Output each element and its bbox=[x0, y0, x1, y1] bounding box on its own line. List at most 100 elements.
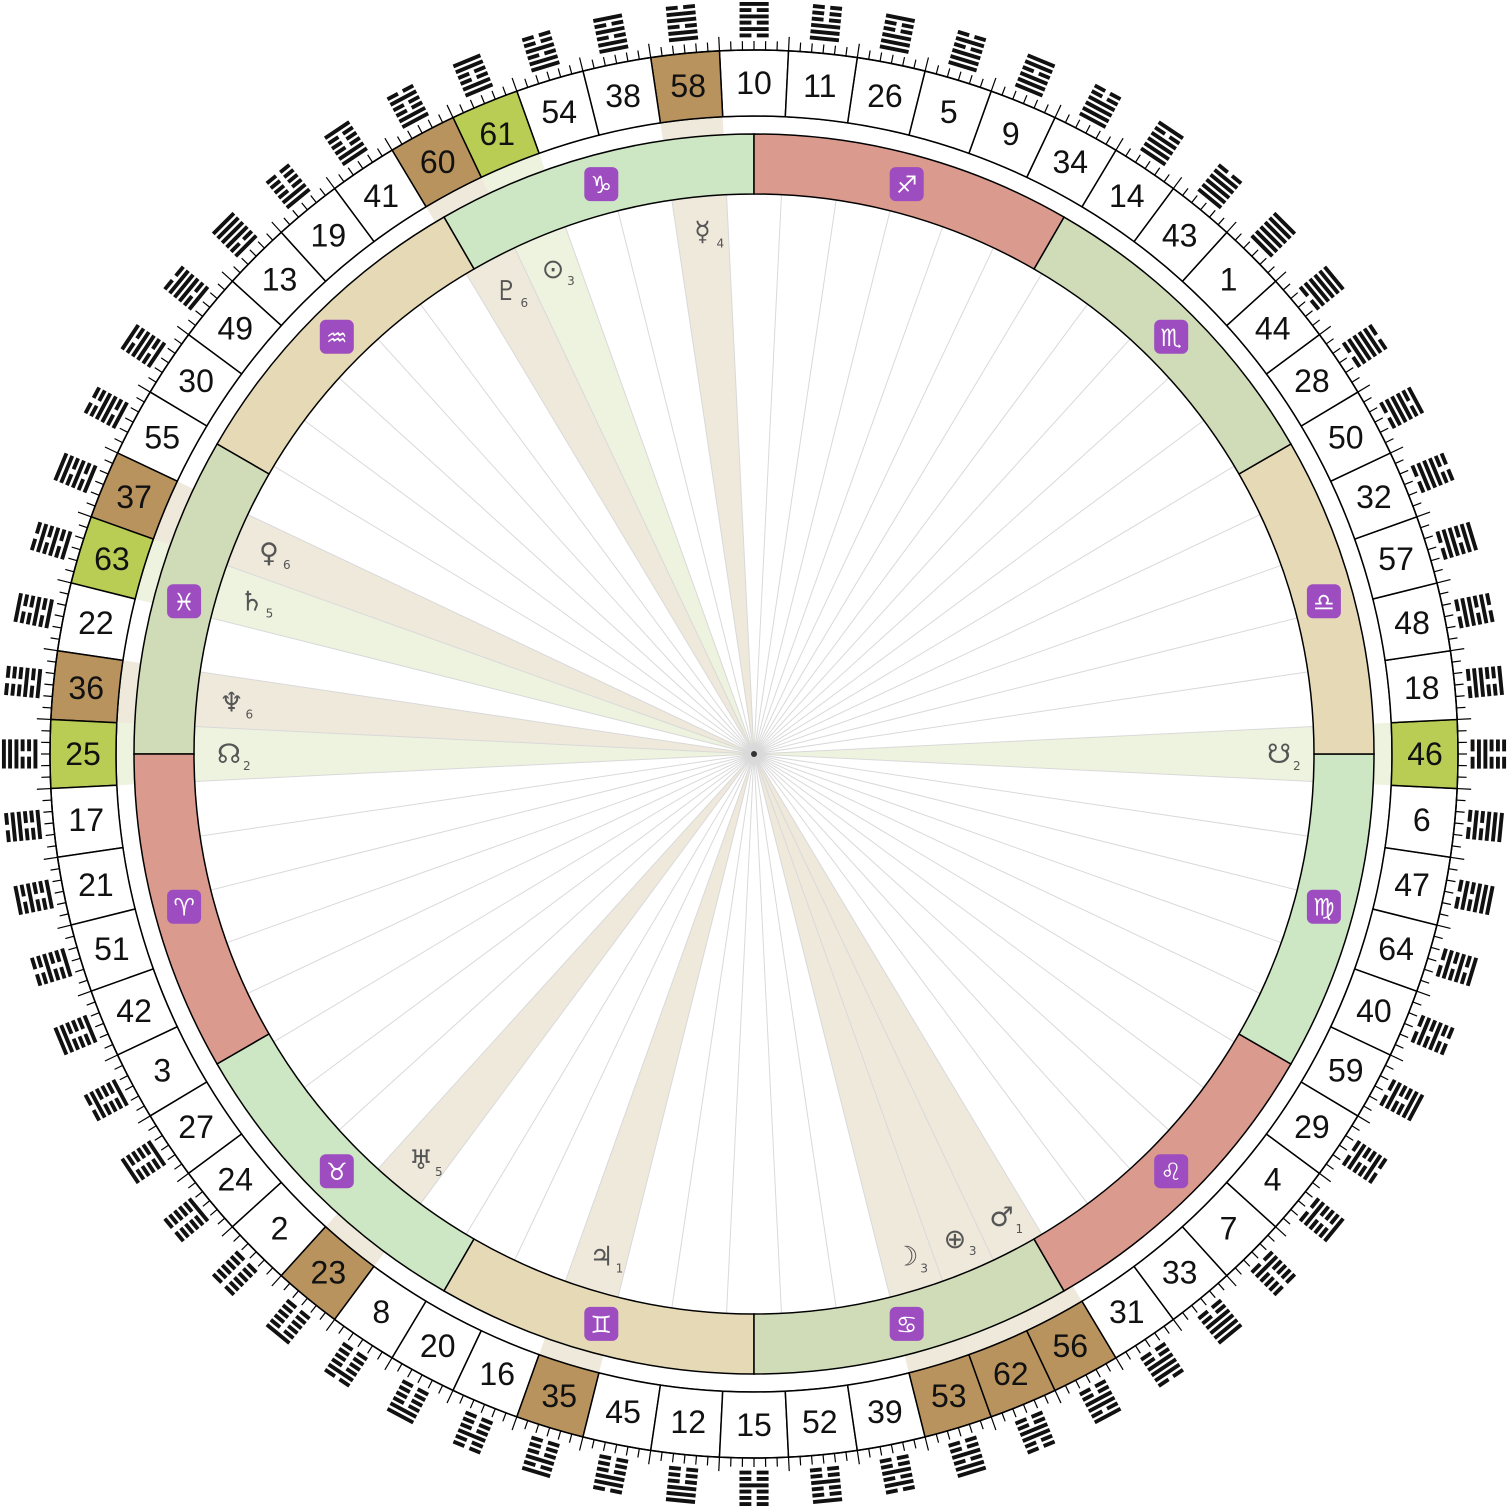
line-tick bbox=[36, 718, 51, 721]
line-tick bbox=[578, 1436, 584, 1451]
radial-line bbox=[753, 194, 782, 755]
line-tick bbox=[935, 65, 940, 75]
line-tick bbox=[1012, 90, 1017, 100]
radial-line bbox=[753, 247, 994, 755]
line-tick bbox=[1408, 1012, 1418, 1017]
line-tick bbox=[1456, 799, 1466, 802]
radial-line bbox=[753, 753, 782, 1314]
line-tick bbox=[1191, 195, 1198, 203]
hexagram-symbol: ䷅ bbox=[1450, 876, 1502, 920]
line-tick bbox=[417, 1374, 423, 1384]
line-tick bbox=[137, 384, 151, 393]
line-tick bbox=[137, 1115, 151, 1124]
zodiac-glyph-capricorn: ♑ bbox=[591, 171, 613, 199]
hexagram-symbol: ䷓ bbox=[380, 1374, 433, 1431]
hexagram-symbol: ䷃ bbox=[1294, 1192, 1352, 1249]
hexagram-symbol: ䷑ bbox=[1462, 662, 1509, 702]
hexagram-symbol: ䷯ bbox=[1450, 588, 1502, 632]
radial-line bbox=[226, 753, 755, 944]
line-tick bbox=[209, 1208, 218, 1216]
gate-number: 28 bbox=[1294, 363, 1330, 399]
hexagram-symbol: ䷷ bbox=[1074, 1374, 1127, 1431]
line-tick bbox=[1399, 1033, 1409, 1039]
planet-line-number: 3 bbox=[920, 1261, 928, 1275]
zodiac-badge bbox=[1306, 889, 1341, 924]
line-tick bbox=[648, 43, 652, 58]
planet-glyph-north-node: ☊ bbox=[217, 739, 241, 770]
radial-line bbox=[753, 420, 1205, 755]
line-tick bbox=[1450, 856, 1465, 860]
planet-markers: ☿ 4⊙ 3♇ 6♀ 6♄ 5♆ 6☊ 2♅ 5♃ 1 ☽ 3⊕ 3♂ 1☋ 2 bbox=[217, 217, 1301, 1276]
radial-line bbox=[753, 303, 1088, 755]
line-tick bbox=[625, 1446, 629, 1456]
line-tick bbox=[1430, 946, 1440, 951]
hexagram-symbol: ䷢ bbox=[517, 1431, 565, 1485]
line-tick bbox=[50, 868, 60, 871]
line-tick bbox=[174, 338, 183, 345]
line-tick bbox=[1442, 902, 1452, 906]
line-tick bbox=[74, 968, 84, 973]
line-tick bbox=[176, 1172, 189, 1183]
radial-lines bbox=[194, 194, 1314, 1314]
hexagram-symbol: ䷪ bbox=[1192, 156, 1249, 214]
line-tick bbox=[47, 660, 57, 663]
line-tick bbox=[879, 1446, 883, 1456]
line-tick bbox=[591, 1439, 595, 1449]
line-tick bbox=[602, 1442, 606, 1452]
line-tick bbox=[1412, 502, 1422, 507]
gate-number: 9 bbox=[1002, 116, 1020, 152]
line-tick bbox=[104, 1054, 118, 1062]
line-tick bbox=[90, 1012, 100, 1017]
line-tick bbox=[266, 233, 274, 241]
line-tick bbox=[1075, 119, 1081, 129]
zodiac-glyph-scorpio: ♏ bbox=[1160, 324, 1182, 352]
planet-line-number: 5 bbox=[266, 607, 274, 621]
line-tick bbox=[1282, 283, 1291, 291]
line-tick bbox=[65, 568, 75, 573]
hexagram-symbol: ䷿ bbox=[1431, 944, 1485, 992]
gate-number: 22 bbox=[78, 605, 114, 641]
line-tick bbox=[257, 1259, 265, 1267]
line-tick bbox=[176, 325, 189, 336]
line-tick bbox=[1319, 325, 1332, 336]
line-tick bbox=[491, 90, 496, 100]
line-tick bbox=[52, 625, 62, 629]
line-tick bbox=[787, 1457, 790, 1472]
line-tick bbox=[968, 1424, 973, 1434]
radial-line bbox=[753, 726, 1314, 755]
line-tick bbox=[1444, 614, 1454, 618]
line-tick bbox=[136, 396, 145, 403]
radial-line bbox=[210, 617, 755, 755]
planet-line-number: 1 bbox=[616, 1261, 624, 1275]
planet-line-number: 3 bbox=[567, 274, 575, 288]
radial-line bbox=[303, 753, 755, 1088]
line-tick bbox=[1444, 890, 1454, 894]
radial-line bbox=[273, 753, 755, 1043]
hexagram-symbol: ䷊ bbox=[806, 0, 846, 46]
planet-wedge bbox=[754, 754, 1027, 1355]
line-tick bbox=[1451, 845, 1461, 848]
line-tick bbox=[1054, 1390, 1062, 1404]
line-tick bbox=[407, 1369, 413, 1378]
line-tick bbox=[56, 902, 66, 906]
gate-number: 18 bbox=[1404, 670, 1440, 706]
radial-line bbox=[617, 210, 755, 755]
zodiac-badge bbox=[584, 167, 619, 202]
line-tick bbox=[591, 59, 595, 69]
gate-number: 31 bbox=[1109, 1294, 1145, 1330]
line-tick bbox=[56, 602, 66, 606]
radial-line bbox=[753, 617, 1298, 755]
gate-number: 16 bbox=[479, 1356, 515, 1392]
line-tick bbox=[249, 249, 257, 257]
gate-number: 36 bbox=[68, 670, 104, 706]
line-tick bbox=[1144, 160, 1151, 169]
line-tick bbox=[42, 706, 52, 709]
line-tick bbox=[1385, 1064, 1394, 1070]
gate-number: 42 bbox=[116, 993, 152, 1029]
line-tick bbox=[890, 54, 894, 64]
line-tick bbox=[77, 511, 92, 518]
line-tick bbox=[44, 683, 54, 686]
radial-line bbox=[753, 753, 1314, 782]
planet-wedge bbox=[153, 481, 754, 754]
line-tick bbox=[845, 1451, 848, 1461]
